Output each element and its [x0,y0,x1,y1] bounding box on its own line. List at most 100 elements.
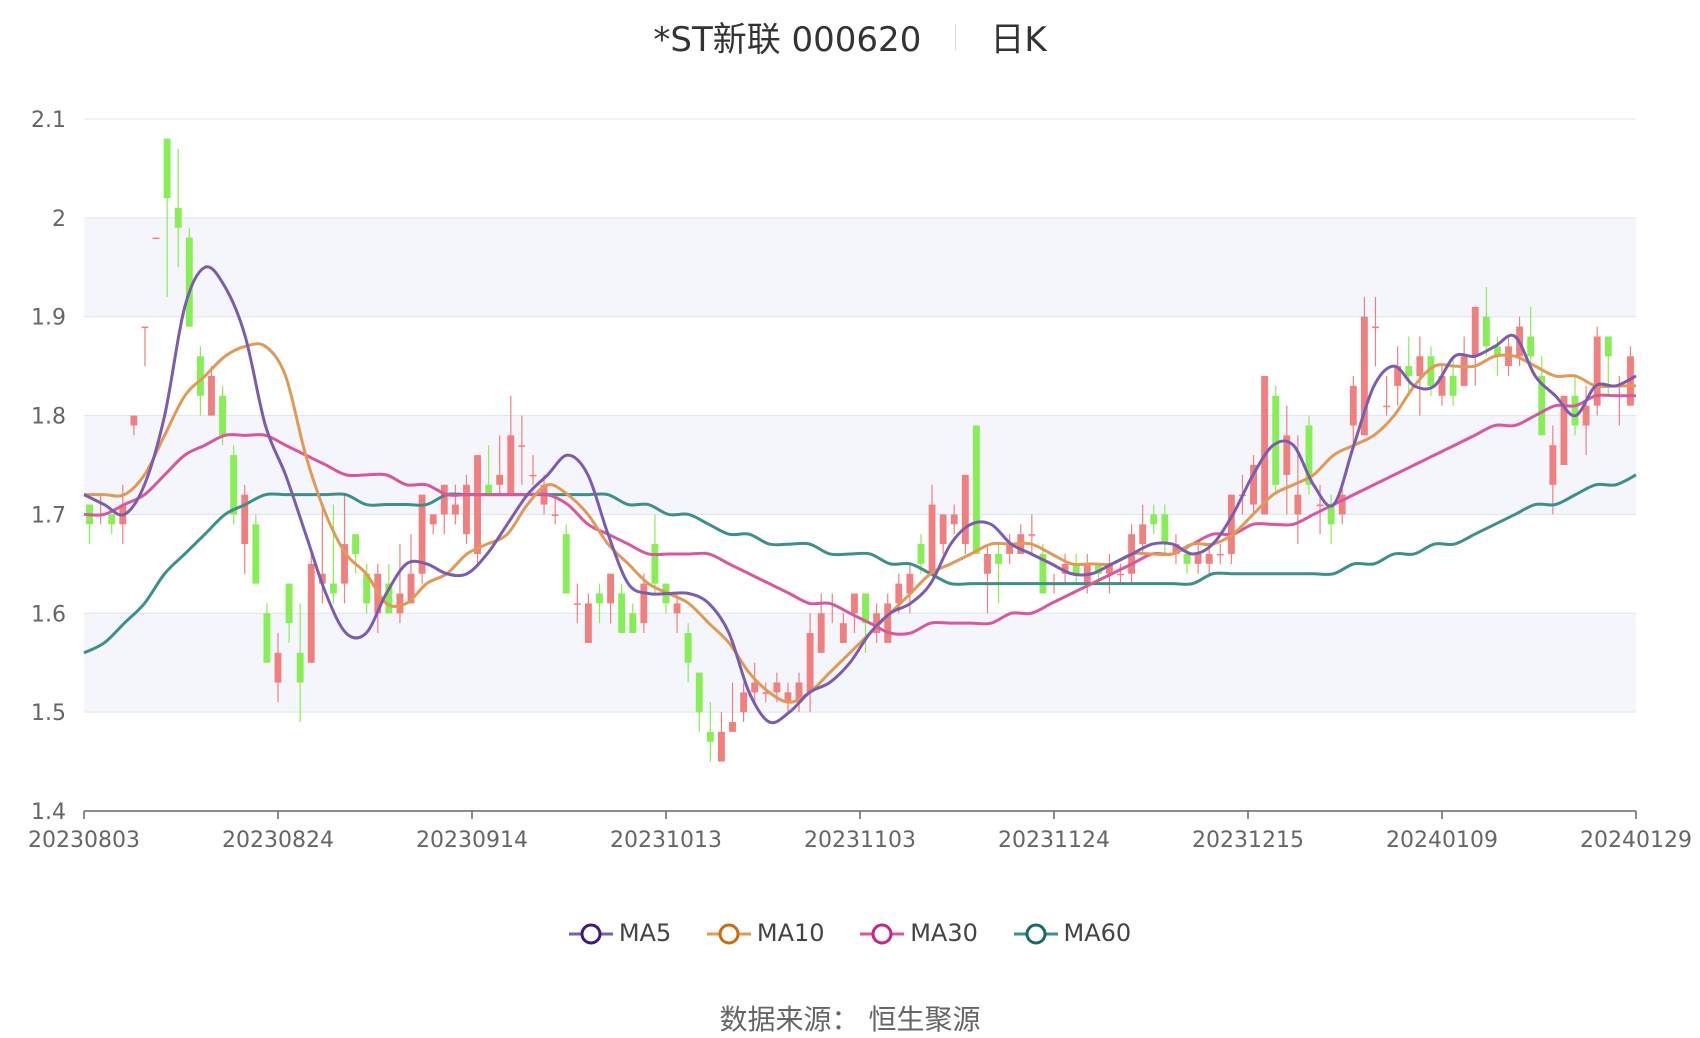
candle-body [1394,366,1402,386]
candle-body [673,603,681,614]
candle-body [141,326,149,329]
candle-body [1471,306,1479,357]
y-tick-label: 1.9 [31,306,66,331]
period-label: 日K [990,20,1047,60]
ma5-line [83,265,1637,725]
candle-body [507,435,515,495]
candle-body [762,692,770,694]
candle-body [252,524,260,584]
source-label: 数据来源： [719,1003,860,1036]
grid-band [84,415,1636,515]
candle-body [1582,405,1590,426]
candle-body [1460,356,1468,386]
candle-body [817,613,825,653]
grid-band [84,613,1636,713]
candle-body [1449,376,1457,396]
x-tick-label: 20231124 [998,828,1110,853]
candle-body [363,573,371,604]
candle-body [740,692,748,713]
legend-item-ma10[interactable]: MA10 [706,919,825,947]
candle-body [1039,553,1047,594]
candle-body [972,425,980,554]
data-source: 数据来源： 恒生聚源 [0,998,1700,1038]
x-tick-label: 20231103 [804,828,916,853]
candle-body [873,613,881,634]
candle-body [629,613,637,634]
candle-body [1305,425,1313,485]
candle-body [751,682,759,693]
candle-body [518,445,526,447]
y-tick-label: 1.7 [31,503,66,528]
candle-body [1006,544,1014,554]
candle-body [1427,356,1435,386]
candle-body [806,633,814,693]
candle-body [584,603,592,643]
candle-body [1627,356,1634,406]
x-tick-label: 20230914 [416,828,528,853]
candle-body [1227,494,1235,554]
candle-body [1593,336,1601,406]
candle-body [1072,563,1080,574]
candle-body [1571,395,1579,426]
candle-body [1183,553,1191,564]
candle-body [385,583,393,614]
candle-body [1372,326,1379,329]
legend-circle-ma10 [718,923,740,945]
candlestick-chart: 1.4 1.5 1.6 1.7 1.8 1.9 2 2.1 20230803 20230824 20… [28,108,1692,853]
legend-circle-ma5 [580,923,602,945]
legend-label-ma30: MA30 [910,919,978,947]
y-tick-label: 1.6 [31,602,66,627]
candle-body [474,455,481,554]
x-tick-label: 20240129 [1580,828,1692,853]
candle-body [795,682,803,703]
candle-body [485,484,493,495]
candle-body [1482,316,1490,347]
candle-body [928,504,936,574]
candle-body [1560,395,1568,465]
candle-body [163,138,171,199]
ma60-line [83,473,1637,655]
stock-name-code: *ST新联 000620 [653,20,922,60]
candle-body [108,514,116,525]
candle-body [1383,405,1391,408]
candle-body [263,613,271,663]
candle-body [1360,316,1368,436]
ma10-line [84,342,1636,704]
candle-body [607,573,615,604]
candle-body [318,573,326,584]
legend-label-ma5: MA5 [618,919,672,947]
candle-body [196,356,204,396]
legend-item-ma60[interactable]: MA60 [1013,919,1131,947]
legend-item-ma5[interactable]: MA5 [568,919,672,947]
candle-body [274,652,282,683]
legend-swatch-ma60 [1013,923,1058,945]
candle-body [729,722,736,732]
y-tick-label: 2.1 [31,108,66,133]
candle-body [784,692,792,703]
candle-body [1283,435,1291,475]
candle-body [440,484,448,515]
candle-body [341,544,348,584]
candle-body [706,731,714,742]
candle-body [1105,563,1113,574]
legend-item-ma30[interactable]: MA30 [860,919,978,947]
title-separator [955,23,957,50]
candle-body [1538,376,1546,436]
candle-body [152,237,160,240]
candle-body [496,474,504,485]
candle-body [640,583,648,624]
candle-body [895,583,903,604]
candle-body [174,207,182,228]
candle-body [429,514,437,525]
candle-body [1349,385,1357,426]
candle-body [396,593,404,614]
candle-body [884,603,892,643]
candle-body [1094,563,1102,574]
candle-body [285,583,293,624]
x-tick-label: 20230803 [28,828,140,853]
source-value: 恒生聚源 [868,1003,981,1036]
candle-body [230,455,238,515]
y-tick-label: 2 [52,207,66,232]
candle-body [1549,445,1557,485]
candle-body [862,593,869,624]
